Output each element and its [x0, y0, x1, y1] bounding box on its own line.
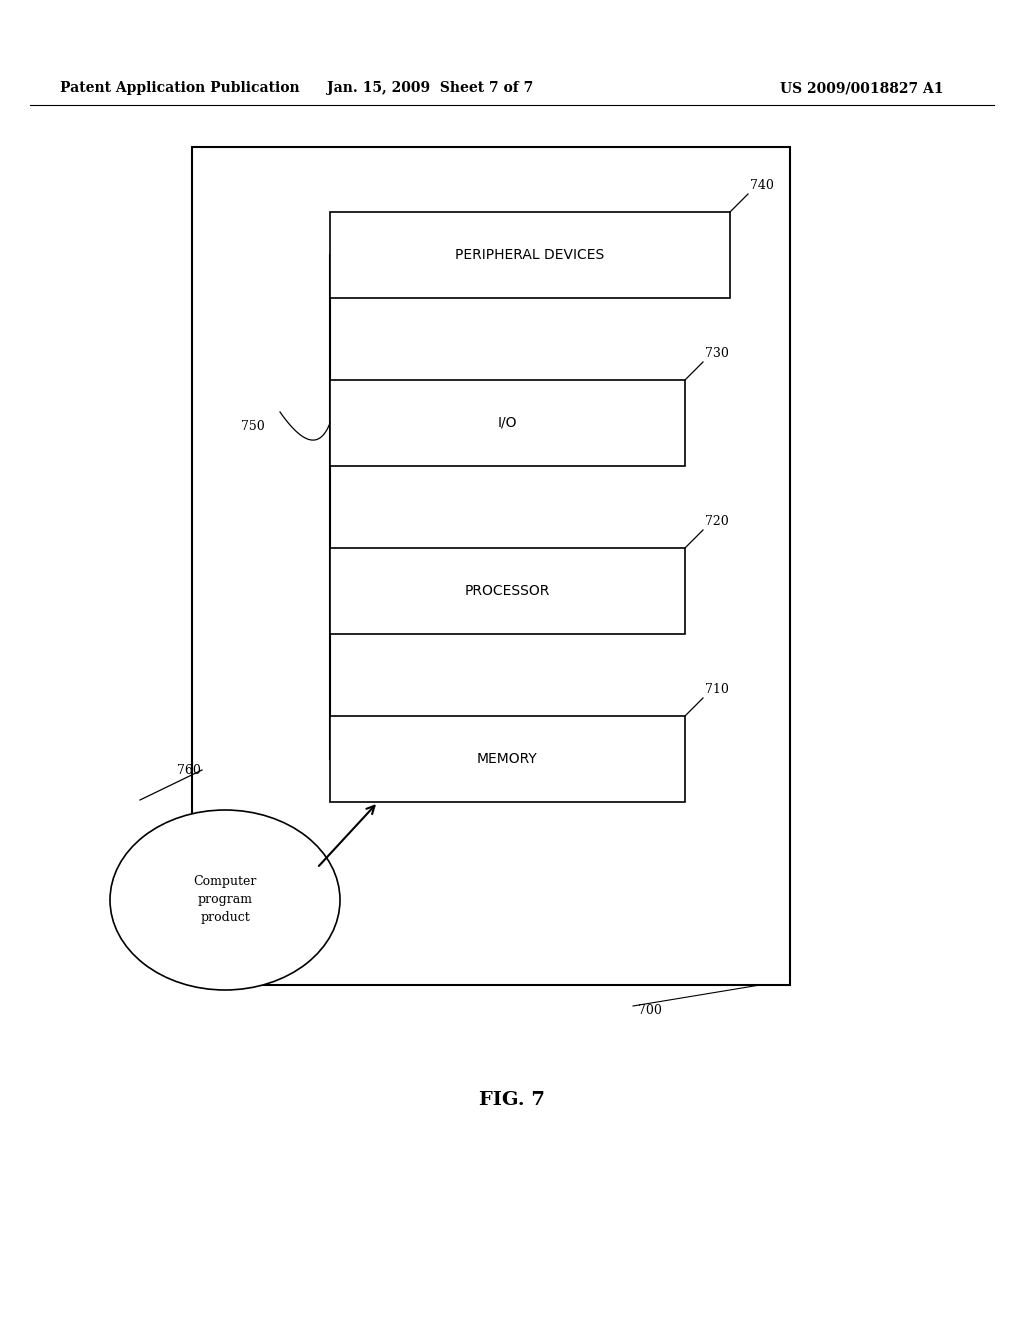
Text: Patent Application Publication: Patent Application Publication: [60, 81, 300, 95]
Text: Jan. 15, 2009  Sheet 7 of 7: Jan. 15, 2009 Sheet 7 of 7: [327, 81, 534, 95]
Text: 720: 720: [705, 515, 729, 528]
Ellipse shape: [110, 810, 340, 990]
Bar: [330, 548, 685, 634]
Text: 700: 700: [638, 1005, 662, 1016]
Text: Computer
program
product: Computer program product: [194, 875, 257, 924]
Text: 740: 740: [750, 180, 774, 191]
Text: PERIPHERAL DEVICES: PERIPHERAL DEVICES: [456, 248, 604, 261]
Text: MEMORY: MEMORY: [477, 752, 538, 766]
Text: 710: 710: [705, 682, 729, 696]
Text: I/O: I/O: [498, 416, 517, 430]
Text: PROCESSOR: PROCESSOR: [465, 583, 550, 598]
Text: US 2009/0018827 A1: US 2009/0018827 A1: [780, 81, 943, 95]
Bar: [330, 213, 730, 298]
Text: FIG. 7: FIG. 7: [479, 1092, 545, 1109]
Bar: [330, 715, 685, 803]
Bar: [193, 147, 790, 985]
Text: 730: 730: [705, 347, 729, 360]
Bar: [330, 380, 685, 466]
Text: 760: 760: [177, 763, 201, 776]
Text: 750: 750: [242, 420, 265, 433]
